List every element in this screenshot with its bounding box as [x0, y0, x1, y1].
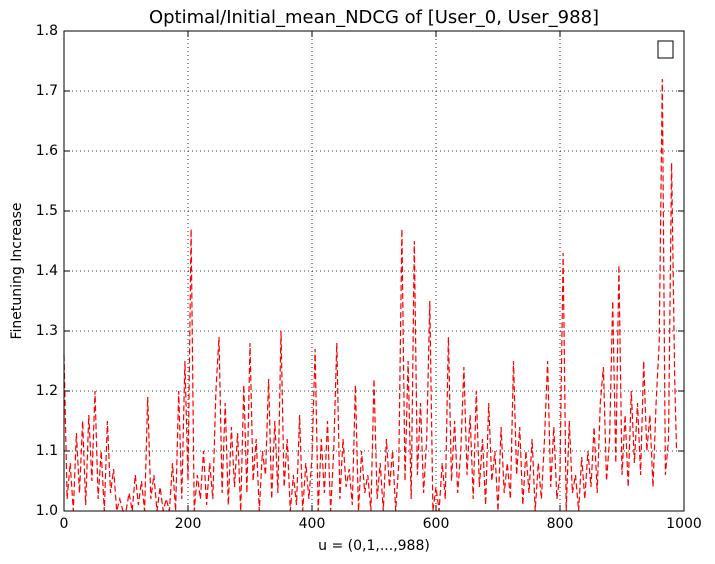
x-tick-label: 400 [299, 516, 326, 532]
y-tick-label: 1.7 [36, 83, 58, 99]
chart-title: Optimal/Initial_mean_NDCG of [User_0, Us… [149, 7, 599, 28]
y-tick-label: 1.1 [36, 443, 58, 459]
plot-frame [63, 30, 685, 512]
x-tick-label: 200 [175, 516, 202, 532]
x-axis-label: u = (0,1,...,988) [318, 538, 430, 554]
x-tick-label: 800 [547, 516, 574, 532]
x-tick-label: 0 [60, 516, 69, 532]
y-tick-label: 1.0 [36, 503, 58, 519]
y-tick-label: 1.3 [36, 323, 58, 339]
y-tick-label: 1.2 [36, 383, 58, 399]
x-tick-label: 600 [423, 516, 450, 532]
y-tick-label: 1.6 [36, 143, 58, 159]
x-tick-label: 1000 [666, 516, 702, 532]
data-line [63, 78, 678, 512]
legend-box [657, 40, 674, 59]
y-tick-label: 1.4 [36, 263, 58, 279]
y-tick-label: 1.5 [36, 203, 58, 219]
y-tick-label: 1.8 [36, 23, 58, 39]
y-axis-label: Finetuning Increase [9, 203, 25, 340]
